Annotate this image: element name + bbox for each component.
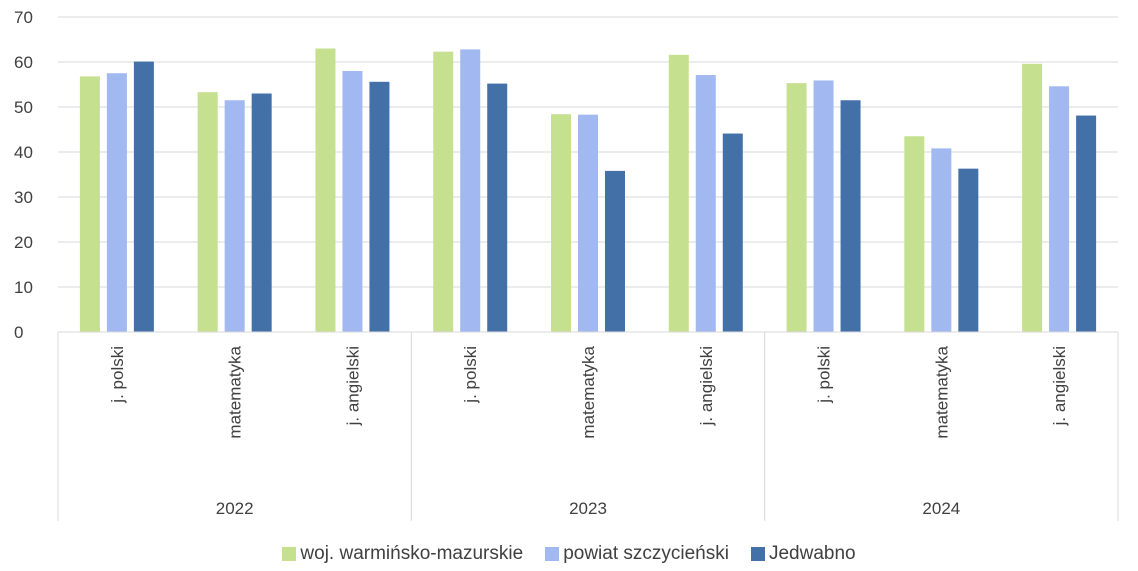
y-tick-label: 50 [14, 98, 33, 117]
bar [342, 71, 363, 332]
bar [668, 54, 689, 333]
x-tick-label: j. polski [461, 346, 480, 404]
y-tick-label: 70 [14, 8, 33, 27]
y-axis-ticks: 0 10 20 30 40 50 60 70 [14, 8, 33, 342]
bar [1022, 63, 1043, 333]
y-tick-label: 20 [14, 233, 33, 252]
group-label: 2024 [922, 499, 960, 518]
legend-label: powiat szczycieński [563, 543, 729, 564]
bar [106, 73, 127, 332]
bar [551, 114, 571, 332]
bar [487, 83, 508, 332]
group-label: 2022 [216, 499, 254, 518]
bar [224, 100, 245, 332]
y-tick-label: 60 [14, 53, 33, 72]
legend-swatch [545, 547, 560, 561]
bar [1076, 115, 1097, 332]
bar [315, 48, 336, 332]
legend-label: woj. warmińsko-mazurskie [300, 543, 524, 564]
bar [578, 114, 598, 333]
bars [79, 48, 1097, 333]
bar [605, 170, 625, 332]
bar [813, 80, 834, 332]
bar [722, 133, 743, 332]
x-tick-label: j. polski [108, 346, 127, 404]
x-tick-label: matematyka [932, 345, 951, 438]
bar [840, 100, 861, 332]
bar [369, 81, 390, 332]
legend-item: powiat szczycieński [545, 543, 729, 565]
bar [251, 93, 272, 332]
bar [695, 75, 716, 333]
x-tick-label: matematyka [579, 345, 598, 438]
bar [133, 61, 154, 333]
legend-swatch [282, 547, 297, 561]
bar [79, 76, 100, 333]
bar [433, 51, 454, 333]
bar [931, 148, 952, 332]
x-tick-label: j. angielski [1050, 346, 1069, 426]
y-tick-label: 10 [14, 278, 33, 297]
y-tick-label: 30 [14, 188, 33, 207]
x-tick-label: j. angielski [697, 346, 716, 426]
x-tick-label: j. angielski [343, 346, 362, 426]
legend-label: Jedwabno [768, 543, 856, 564]
legend-item: woj. warmińsko-mazurskie [282, 543, 523, 565]
bar [958, 168, 979, 332]
y-tick-label: 0 [14, 323, 23, 342]
bar [786, 83, 807, 333]
group-label: 2023 [569, 499, 607, 518]
x-tick-label: matematyka [226, 345, 245, 438]
bar [1049, 86, 1070, 332]
bar [197, 92, 218, 333]
legend-swatch [750, 547, 765, 561]
y-tick-label: 40 [14, 143, 33, 162]
x-axis: j. polski matematyka j. angielski j. polski… [57, 331, 1119, 521]
legend: woj. warmińsko-mazurskie powiat szczycień… [0, 543, 1138, 565]
x-tick-label: j. polski [815, 346, 834, 404]
bar [460, 49, 481, 333]
bar [904, 136, 925, 332]
legend-item: Jedwabno [750, 543, 856, 565]
